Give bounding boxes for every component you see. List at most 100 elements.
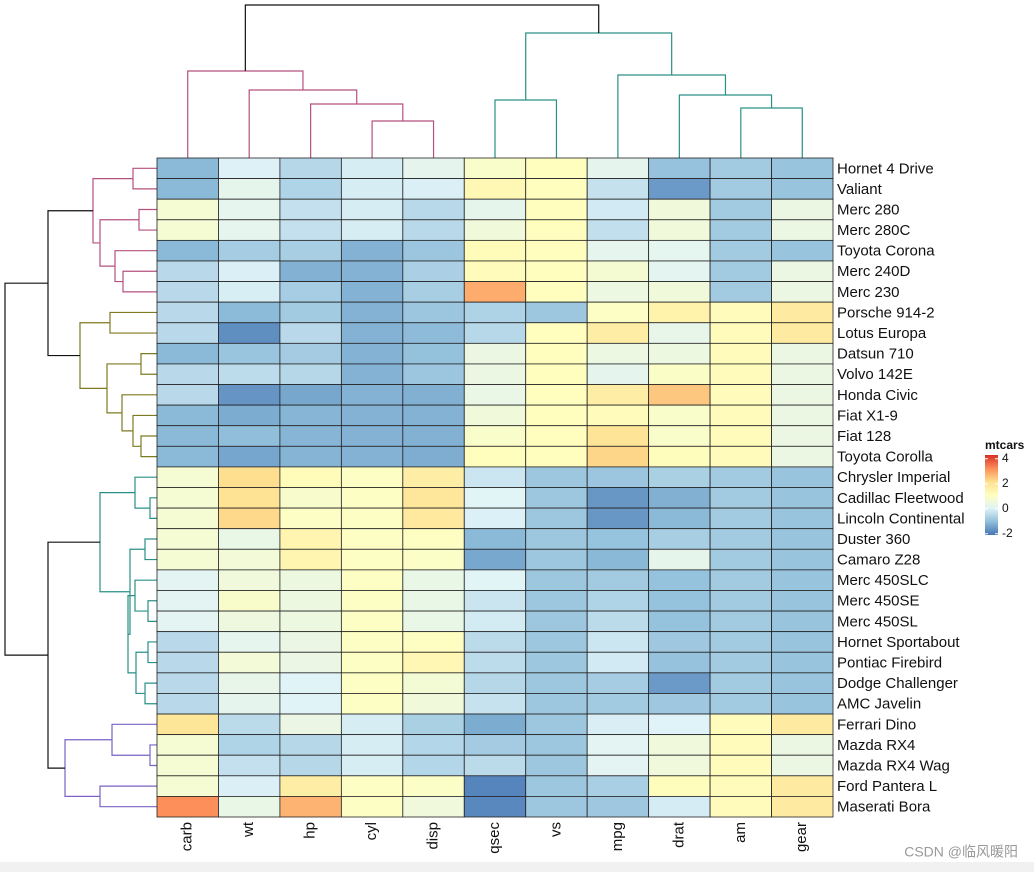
- heatmap-cell: [525, 651, 588, 674]
- heatmap-cell: [771, 219, 834, 241]
- heatmap-cell: [586, 466, 650, 488]
- heatmap-cell: [340, 363, 404, 385]
- heatmap-cell: [525, 487, 588, 509]
- heatmap-cell: [771, 301, 834, 324]
- heatmap-cell: [340, 610, 404, 633]
- heatmap-cell: [463, 528, 527, 550]
- dendrogram-link: [187, 70, 304, 158]
- heatmap-cell: [218, 610, 281, 633]
- heatmap-cell: [340, 775, 404, 797]
- heatmap-cell: [402, 754, 465, 777]
- heatmap-cell: [218, 590, 281, 612]
- heatmap-cell: [648, 754, 711, 777]
- heatmap-cell: [525, 734, 588, 756]
- heatmap-cell: [402, 239, 465, 262]
- heatmap-cell: [156, 445, 219, 468]
- dendrogram-link: [134, 476, 157, 509]
- column-label: drat: [670, 821, 687, 848]
- heatmap-cell: [525, 610, 588, 633]
- heatmap-cell: [340, 445, 404, 468]
- heatmap-cell: [156, 198, 219, 221]
- heatmap-cell: [463, 487, 527, 509]
- heatmap-cell: [156, 239, 219, 262]
- legend-tick-label: -2: [1002, 526, 1013, 540]
- heatmap-cell: [525, 631, 588, 653]
- heatmap-cell: [218, 322, 281, 344]
- row-label: Hornet Sportabout: [837, 634, 960, 651]
- heatmap-cell: [156, 178, 219, 200]
- heatmap-cell: [771, 239, 834, 262]
- heatmap-cell: [586, 569, 650, 591]
- heatmap-cell: [402, 796, 465, 818]
- dendrograms: [4, 4, 803, 808]
- row-label: Merc 450SLC: [837, 572, 929, 589]
- heatmap-cell: [771, 425, 834, 447]
- heatmap-cell: [709, 693, 772, 715]
- heatmap-cell: [709, 651, 772, 674]
- heatmap-cell: [586, 734, 650, 756]
- heatmap-cell: [771, 157, 834, 179]
- row-label: Merc 280: [837, 201, 900, 218]
- dendrogram-link: [114, 250, 157, 283]
- heatmap-cell: [771, 796, 834, 818]
- heatmap-cell: [463, 157, 527, 179]
- heatmap-cell: [340, 425, 404, 447]
- heatmap-cell: [648, 693, 711, 715]
- heatmap-cell: [648, 239, 711, 262]
- heatmap-cell: [279, 713, 342, 736]
- heatmap-cell: [586, 157, 650, 179]
- heatmap-cell: [771, 466, 834, 488]
- heatmap-cell: [525, 528, 588, 550]
- heatmap-cell: [648, 301, 711, 324]
- heatmap-cell: [156, 734, 219, 756]
- heatmap-cell: [586, 590, 650, 612]
- column-label: am: [732, 822, 749, 843]
- heatmap-cell: [525, 198, 588, 221]
- dendrogram-link: [79, 322, 110, 389]
- dendrogram-link: [149, 497, 157, 519]
- heatmap-cell: [771, 260, 834, 282]
- heatmap-cell: [279, 734, 342, 756]
- dendrogram-link: [371, 120, 435, 158]
- heatmap-cell: [463, 569, 527, 591]
- heatmap-cell: [402, 219, 465, 241]
- heatmap-cell: [648, 445, 711, 468]
- heatmap-cell: [648, 157, 711, 179]
- heatmap-cell: [218, 384, 281, 406]
- heatmap-cell: [771, 590, 834, 612]
- heatmap-cell: [156, 651, 219, 674]
- column-label: hp: [302, 822, 319, 839]
- heatmap-cell: [771, 322, 834, 344]
- heatmap-cell: [771, 363, 834, 385]
- row-label: Fiat 128: [837, 428, 891, 445]
- dendrogram-link: [122, 270, 157, 293]
- dendrogram-link: [147, 641, 157, 664]
- heatmap-cell: [463, 342, 527, 365]
- heatmap-cell: [218, 528, 281, 550]
- heatmap-cell: [340, 651, 404, 674]
- watermark: CSDN @临风暖阳: [904, 844, 1018, 860]
- heatmap-cell: [648, 363, 711, 385]
- heatmap-cell: [402, 548, 465, 571]
- heatmap-cell: [279, 219, 342, 241]
- row-label: Cadillac Fleetwood: [837, 490, 964, 507]
- heatmap-cell: [156, 569, 219, 591]
- heatmap-cell: [586, 754, 650, 777]
- heatmap-cell: [218, 178, 281, 200]
- heatmap-cell: [525, 281, 588, 303]
- heatmap-cell: [218, 363, 281, 385]
- heatmap-cell: [340, 384, 404, 406]
- heatmap-cell: [586, 301, 650, 324]
- heatmap-cell: [648, 281, 711, 303]
- heatmap-cell: [771, 178, 834, 200]
- heatmap-cell: [279, 363, 342, 385]
- heatmap-cell: [402, 528, 465, 550]
- dendrogram-link: [248, 89, 358, 158]
- dendrogram-link: [740, 107, 803, 158]
- heatmap-cell: [218, 198, 281, 221]
- dendrogram-link: [47, 541, 100, 769]
- heatmap-cell: [771, 548, 834, 571]
- heatmap-cell: [586, 281, 650, 303]
- heatmap-cell: [340, 548, 404, 571]
- heatmap-cell: [279, 260, 342, 282]
